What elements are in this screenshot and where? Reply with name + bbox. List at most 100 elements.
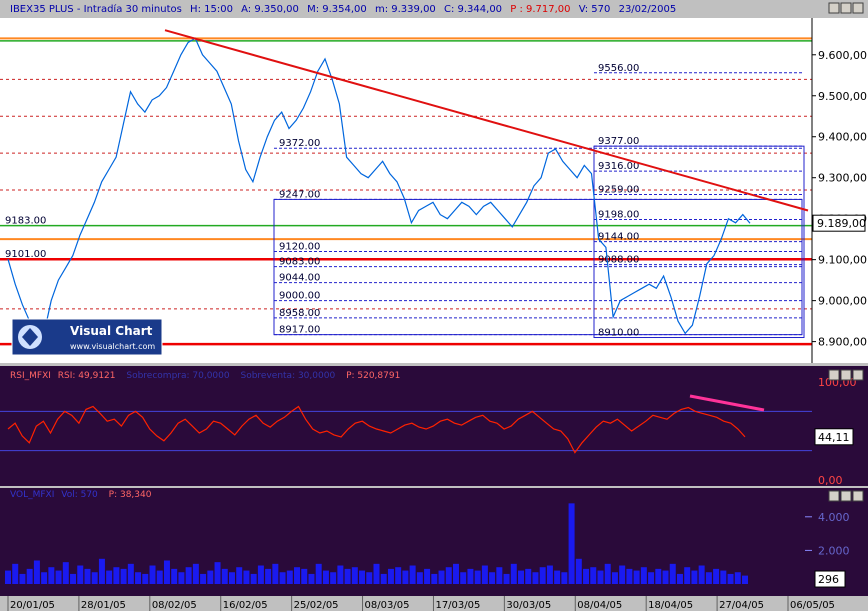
volume-bar	[142, 573, 149, 584]
volume-bar	[713, 568, 720, 584]
volume-bar	[192, 563, 199, 584]
volume-bar	[503, 573, 510, 584]
volume-bar	[19, 573, 26, 584]
volume-bar	[387, 568, 394, 584]
volume-bar	[611, 572, 618, 584]
rsi-restore-button[interactable]	[828, 369, 840, 381]
volume-bar	[26, 568, 33, 584]
rsi-panel	[0, 366, 812, 486]
volume-bar	[221, 568, 228, 584]
volume-bar	[77, 565, 84, 584]
x-axis-tick-label: 08/02/05	[152, 600, 197, 611]
volume-bar	[597, 570, 604, 584]
volume-bar	[510, 563, 517, 584]
rsi-last-value-box	[814, 428, 854, 446]
volume-bar	[662, 570, 669, 584]
close-button[interactable]	[852, 2, 864, 14]
volume-bar	[720, 570, 727, 584]
rsi-series-line	[7, 405, 746, 454]
x-axis-tick-label: 28/01/05	[81, 600, 126, 611]
volume-bar	[380, 573, 387, 584]
restore-button[interactable]	[828, 2, 840, 14]
volume-bar	[171, 568, 178, 584]
volume-bar	[113, 567, 120, 584]
volume-bar	[525, 568, 532, 584]
volume-bar	[250, 573, 257, 584]
volume-bar	[546, 565, 553, 584]
volume-bar	[640, 567, 647, 584]
volume-bar	[337, 565, 344, 584]
volume-bar	[648, 572, 655, 584]
volume-last-value-box	[814, 570, 846, 588]
fib-level-label: 9259.00	[598, 185, 639, 196]
volume-bar	[207, 570, 214, 584]
x-axis-tick-label: 20/01/05	[10, 600, 55, 611]
maximize-button[interactable]	[840, 2, 852, 14]
volume-bar	[55, 570, 62, 584]
price-axis-tick-label: 9.400,00	[818, 131, 867, 144]
volume-bar	[669, 563, 676, 584]
volume-bar	[474, 570, 481, 584]
fib-level-label: 9101.00	[5, 249, 46, 260]
header-bar	[0, 0, 868, 16]
volume-bar	[322, 570, 329, 584]
rsi-axis	[812, 366, 868, 486]
volume-bar	[185, 567, 192, 584]
volume-close-button[interactable]	[852, 490, 864, 502]
x-axis-tick-label: 08/03/05	[365, 600, 410, 611]
price-axis-tick-label: 9.600,00	[818, 49, 867, 62]
volume-bar	[626, 568, 633, 584]
volume-bar	[481, 565, 488, 584]
volume-bar	[279, 572, 286, 584]
volume-bar	[178, 572, 185, 584]
x-axis-tick-label: 18/04/05	[648, 600, 693, 611]
volume-bar	[496, 567, 503, 584]
price-axis-tick-label: 9.300,00	[818, 172, 867, 185]
fib-level-label: 9044.00	[279, 273, 320, 284]
volume-axis-tick-label: 2.000	[818, 544, 850, 557]
volume-bar	[431, 573, 438, 584]
fib-level-label: 9198.00	[598, 210, 639, 221]
volume-bar	[691, 570, 698, 584]
volume-bar	[301, 568, 308, 584]
header-info: IBEX35 PLUS - Intradía 30 minutos H: 15:…	[10, 3, 676, 15]
volume-bar	[445, 567, 452, 584]
rsi-close-button[interactable]	[852, 369, 864, 381]
price-panel	[0, 18, 812, 363]
volume-bar	[315, 563, 322, 584]
volume-bar	[554, 570, 561, 584]
volume-bar	[698, 565, 705, 584]
fib-level-label: 9120.00	[279, 241, 320, 252]
volume-bar	[41, 572, 48, 584]
volume-bar	[734, 572, 741, 584]
rsi-divergence-line	[689, 394, 765, 412]
volume-layer: 4.000 2.000 296	[5, 503, 850, 588]
rsi-last-value-label: 44,11	[818, 431, 850, 444]
volume-bar	[236, 567, 243, 584]
trend-line	[164, 29, 809, 212]
fib-level-label: 8958.00	[279, 308, 320, 319]
fib-level-label: 9183.00	[5, 216, 46, 227]
price-axis-tick-label: 9.500,00	[818, 90, 867, 103]
volume-bar	[575, 558, 582, 584]
rsi-axis-tick-label: 0,00	[818, 474, 843, 487]
volume-bar	[106, 570, 113, 584]
volume-maximize-button[interactable]	[840, 490, 852, 502]
logo-url: www.visualchart.com	[70, 342, 155, 351]
volume-bar	[257, 565, 264, 584]
volume-bar	[135, 572, 142, 584]
x-axis-tick-label: 17/03/05	[435, 600, 480, 611]
volume-bar	[568, 503, 575, 584]
volume-restore-button[interactable]	[828, 490, 840, 502]
price-last-value-box	[812, 214, 866, 232]
volume-bar	[228, 572, 235, 584]
volume-bar	[156, 570, 163, 584]
volume-bar	[742, 575, 748, 584]
fib-level-label: 9316.00	[598, 161, 639, 172]
volume-bar	[5, 570, 11, 584]
visual-chart-logo: Visual Chart www.visualchart.com	[11, 318, 163, 356]
price-axis-tick-label: 9.000,00	[818, 295, 867, 308]
rsi-maximize-button[interactable]	[840, 369, 852, 381]
